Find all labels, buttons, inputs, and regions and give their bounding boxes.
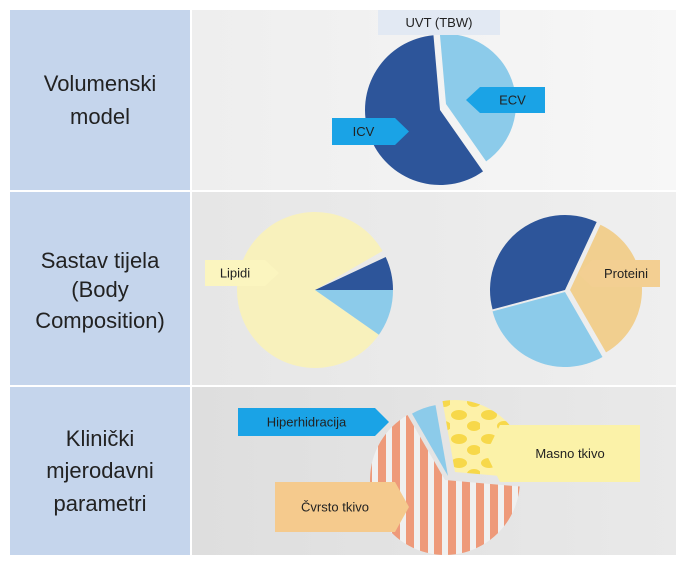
row-label: mjerodavni [46,458,154,483]
tag-label: Proteini [604,266,648,281]
tag-shape [332,118,409,145]
row-label: Klinički [66,426,134,451]
tag-shape [466,87,545,113]
pie-slice [236,211,383,368]
tag-label: Čvrsto tkivo [301,499,369,514]
row-label: (Body [71,277,128,302]
tag-label: UVT (TBW) [406,15,473,30]
pie-slice [492,292,603,368]
tag-label: ICV [353,124,375,139]
tag-label: ECV [499,92,526,107]
tag-shape [238,408,389,436]
row-label: Composition) [35,308,165,333]
tag-shape [486,425,640,482]
row-label: Sastav tijela [41,248,160,273]
tag-shape [205,260,279,286]
row-label-bg [10,192,190,385]
row-label-bg [10,387,190,555]
tag-label: Hiperhidracija [267,414,347,429]
tag-shape [378,10,500,35]
row-label: parametri [54,491,147,516]
pie-slice [412,405,448,476]
tag-shape [275,482,409,532]
row-label-bg [10,10,190,190]
tag-shape [578,260,660,287]
row-label: Volumenski [44,71,157,96]
tag-label: Lipidi [220,265,250,280]
pie-slice [315,290,393,335]
row-label: model [70,104,130,129]
pie-slice [315,257,393,290]
tag-label: Masno tkivo [535,446,604,461]
pie-slice [570,224,642,353]
pie-slice [490,215,597,310]
pie-slice [365,35,484,185]
pie-slice [369,415,520,555]
